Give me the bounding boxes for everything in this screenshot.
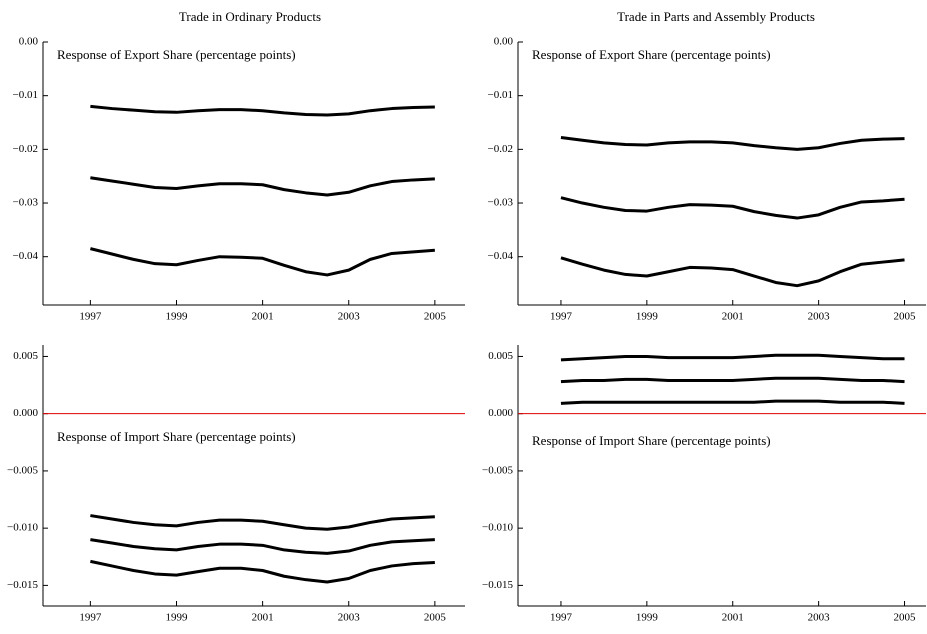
annotation: Response of Import Share (percentage poi… xyxy=(57,429,296,444)
y-tick-label: 0.000 xyxy=(488,407,513,419)
y-tick-label: 0.00 xyxy=(19,36,39,48)
y-tick-label: −0.01 xyxy=(13,89,38,101)
series-line xyxy=(90,514,435,531)
y-tick-label: −0.015 xyxy=(7,579,38,591)
y-tick-label: −0.03 xyxy=(488,197,514,209)
x-tick-label: 2003 xyxy=(338,612,361,624)
x-tick-label: 1999 xyxy=(165,311,188,323)
y-tick-label: 0.00 xyxy=(494,36,514,48)
y-tick-label: 0.005 xyxy=(488,350,513,362)
x-tick-label: 2001 xyxy=(722,311,744,323)
x-tick-label: 2003 xyxy=(808,311,831,323)
series-line xyxy=(560,376,905,384)
y-tick-label: −0.02 xyxy=(13,143,38,155)
x-tick-label: 2005 xyxy=(424,311,447,323)
annotation: Response of Export Share (percentage poi… xyxy=(532,47,771,62)
panel-title: Trade in Parts and Assembly Products xyxy=(617,9,815,24)
x-tick-label: 2001 xyxy=(252,612,274,624)
series-line xyxy=(560,136,905,151)
series-line xyxy=(90,176,435,197)
y-tick-label: −0.04 xyxy=(488,250,514,262)
y-tick-label: −0.010 xyxy=(482,522,513,534)
x-tick-label: 1999 xyxy=(636,612,659,624)
x-tick-label: 2005 xyxy=(894,311,917,323)
y-tick-label: −0.01 xyxy=(488,89,513,101)
y-tick-label: 0.000 xyxy=(13,407,38,419)
panel-title: Trade in Ordinary Products xyxy=(179,9,321,24)
x-tick-label: 1997 xyxy=(550,612,573,624)
series-line xyxy=(90,538,435,555)
series-line xyxy=(560,196,905,220)
x-tick-label: 1997 xyxy=(79,612,102,624)
y-tick-label: −0.03 xyxy=(13,197,39,209)
x-tick-label: 2003 xyxy=(338,311,361,323)
x-tick-label: 2001 xyxy=(722,612,744,624)
x-tick-label: 2005 xyxy=(424,612,447,624)
annotation: Response of Import Share (percentage poi… xyxy=(532,433,771,448)
x-tick-label: 1997 xyxy=(79,311,102,323)
y-tick-label: −0.015 xyxy=(482,579,513,591)
x-tick-label: 1999 xyxy=(165,612,188,624)
series-line xyxy=(560,353,905,362)
x-tick-label: 2003 xyxy=(808,612,831,624)
y-tick-label: −0.005 xyxy=(482,464,513,476)
y-tick-label: −0.005 xyxy=(7,464,38,476)
y-tick-label: −0.010 xyxy=(7,522,38,534)
series-line xyxy=(560,399,905,405)
series-line xyxy=(90,559,435,584)
x-tick-label: 1999 xyxy=(636,311,659,323)
y-tick-label: 0.005 xyxy=(13,350,38,362)
x-tick-label: 1997 xyxy=(550,311,573,323)
annotation: Response of Export Share (percentage poi… xyxy=(57,47,296,62)
x-tick-label: 2001 xyxy=(252,311,274,323)
series-line xyxy=(90,104,435,117)
x-tick-label: 2005 xyxy=(894,612,917,624)
y-tick-label: −0.02 xyxy=(488,143,513,155)
y-tick-label: −0.04 xyxy=(13,250,39,262)
series-line xyxy=(90,247,435,277)
series-line xyxy=(560,256,905,288)
